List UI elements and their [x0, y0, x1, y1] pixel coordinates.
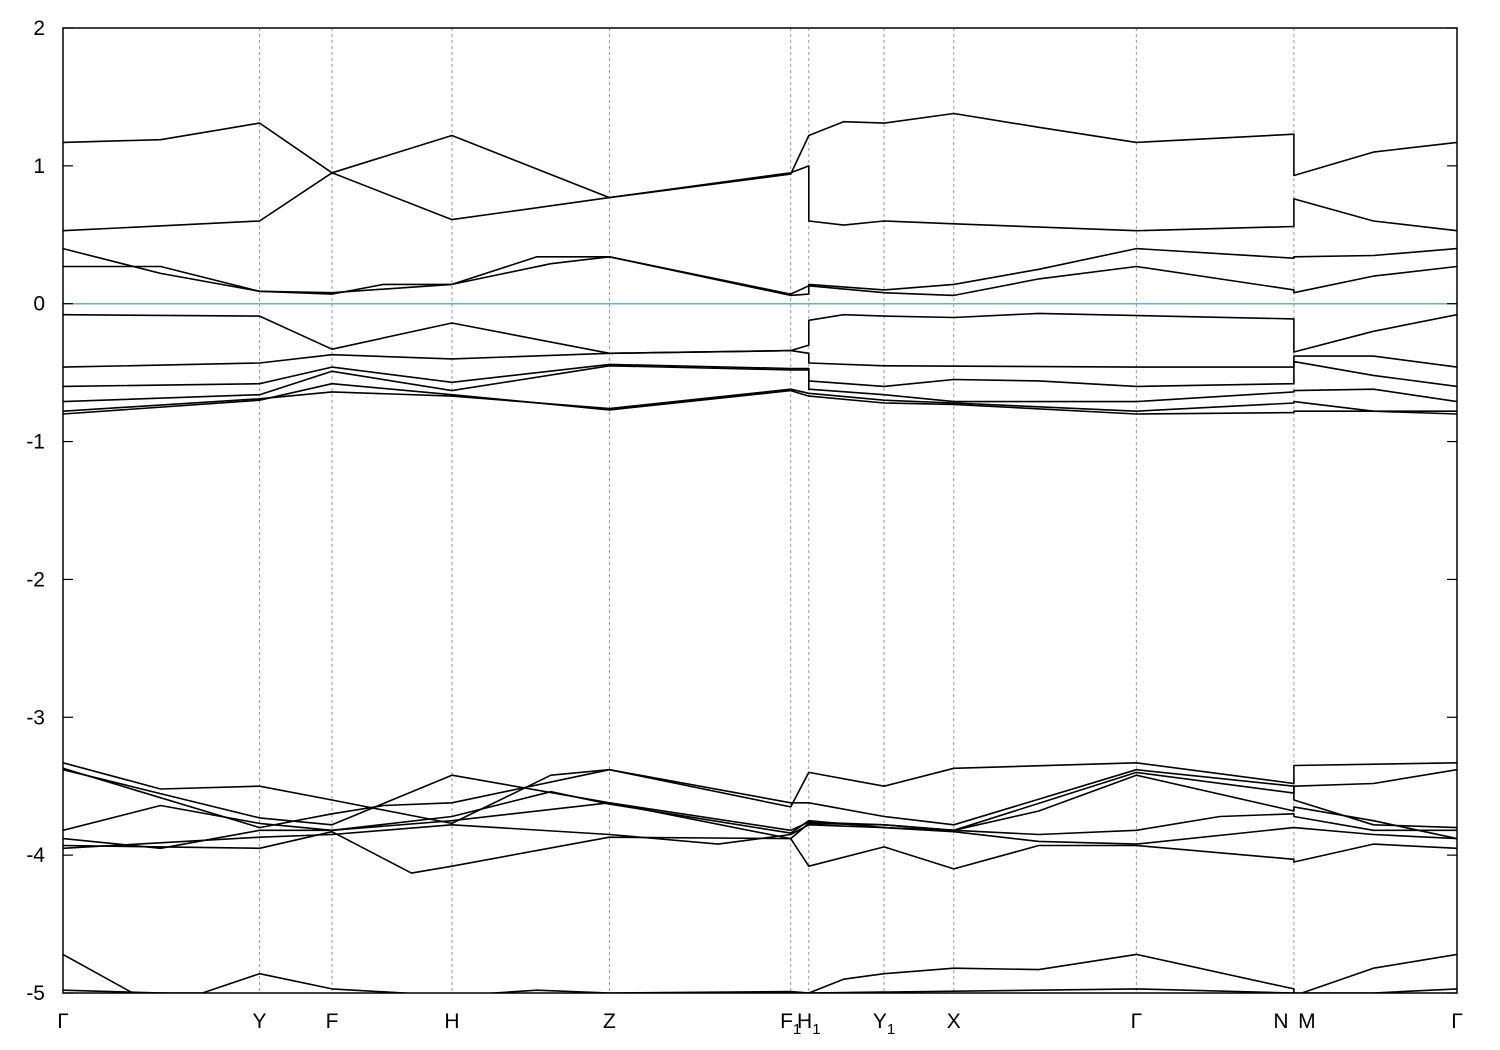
band-line-5	[63, 312, 1457, 355]
x-tick-label-13: Γ	[1451, 1010, 1463, 1033]
x-tick-label-6: F1	[780, 1010, 801, 1038]
band-line-9	[63, 388, 1457, 412]
band-line-8	[63, 365, 1457, 403]
band-line-10	[63, 382, 1457, 415]
x-tick-label-2: Y	[253, 1010, 267, 1033]
x-tick-label-8: Y1	[873, 1010, 895, 1038]
y-tick-label: -4	[26, 844, 45, 867]
x-tick-label-7: H1	[797, 1010, 821, 1038]
band-line-14	[63, 774, 1457, 840]
kpoint-gridlines	[259, 28, 1295, 993]
band-line-19	[63, 988, 1457, 993]
band-line-11	[63, 762, 1457, 829]
plot-frame	[62, 27, 1458, 994]
band-line-4	[63, 256, 1457, 297]
x-tick-label-12: M	[1298, 1010, 1316, 1033]
y-tick-label: 2	[33, 17, 45, 40]
x-tick-label-5: Z	[603, 1010, 616, 1033]
x-tick-label-3: F	[326, 1010, 339, 1033]
band-line-17	[63, 830, 1457, 874]
y-tick-label: -3	[26, 706, 45, 729]
x-tick-label-4: H	[444, 1010, 459, 1033]
y-tick-label: -2	[26, 568, 45, 591]
y-axis: -5 -4 -3 -2 -1 0 1 2	[26, 17, 1457, 1005]
band-line-7	[63, 360, 1457, 388]
y-tick-label: -1	[26, 431, 45, 454]
band-line-18	[63, 953, 1457, 993]
x-tick-label-11: N	[1273, 1010, 1288, 1033]
band-line-1	[63, 112, 1457, 221]
band-line-2	[63, 134, 1457, 232]
y-tick-label: -5	[26, 982, 45, 1005]
band-line-15	[63, 802, 1457, 850]
x-tick-label-10: Γ	[1131, 1010, 1143, 1033]
y-tick-label: 0	[33, 293, 45, 316]
x-tick-label-9: X	[947, 1010, 961, 1033]
bands	[63, 112, 1457, 993]
band-line-12	[63, 762, 1457, 829]
band-line-16	[63, 824, 1457, 850]
band-line-3	[63, 247, 1457, 297]
band-line-6	[63, 349, 1457, 368]
y-tick-label: 1	[33, 155, 45, 178]
x-tick-label-1: Γ	[57, 1010, 69, 1033]
